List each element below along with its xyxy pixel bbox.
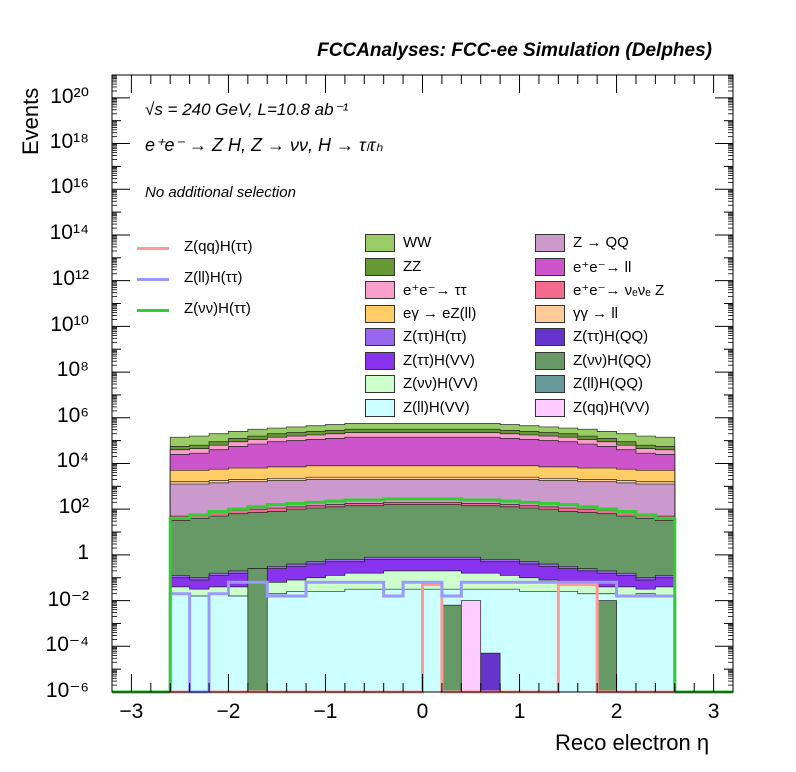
legend-label: Z(νν)H(ττ): [184, 300, 251, 317]
legend-label: Z(ll)H(VV): [403, 398, 470, 416]
chart-header: FCCAnalyses: FCC-ee Simulation (Delphes): [317, 40, 712, 61]
line-z-ll-h: [168, 580, 677, 694]
legend-fill-swatch: [535, 351, 565, 370]
x-tick-label: 3: [707, 700, 720, 723]
process-label: e⁺e⁻ → Z H, Z → νν, H → τₗτₕ: [145, 135, 383, 155]
x-tick-label: 2: [610, 700, 623, 723]
x-tick-label: 1: [513, 700, 526, 723]
legend-label: WW: [403, 234, 432, 251]
line-z-h: [168, 497, 677, 692]
legend-fill-swatch: [365, 234, 395, 252]
legend-fill-swatch: [365, 328, 395, 346]
legend-fill-swatch: [365, 257, 395, 276]
legend-label: Z(qq)H(ττ): [184, 238, 253, 255]
spike-z-h-qq: [480, 652, 501, 693]
y-tick-label: 10¹⁶: [50, 175, 89, 199]
legend-line-swatch: [137, 278, 169, 281]
y-axis-label: Events: [18, 87, 43, 155]
y-tick-label: 10¹⁴: [49, 220, 89, 244]
legend-fill-swatch: [365, 281, 395, 299]
legend-fill-swatch: [535, 375, 565, 393]
legend-fill-swatch: [365, 351, 395, 370]
y-tick-label: 10⁸: [56, 358, 89, 382]
legend-label: Z(qq)H(VV): [573, 398, 650, 416]
y-tick-label: 10¹⁰: [50, 313, 89, 337]
legend-label: Z(νν)H(VV): [403, 375, 478, 392]
y-tick-label: 1: [77, 540, 89, 564]
spike-z-h-qq: [247, 568, 268, 693]
x-tick-label: −1: [313, 700, 338, 723]
legend-label: Z(νν)H(QQ): [573, 351, 652, 369]
spike-z-h-qq: [596, 600, 617, 693]
legend-label: ZZ: [403, 257, 422, 275]
legend-label: Z(ττ)H(QQ): [573, 328, 649, 345]
legend-fill-swatch: [535, 281, 565, 299]
y-tick-label: 10⁻²: [47, 587, 89, 611]
legend-label: e⁺e⁻→ ττ: [403, 282, 467, 299]
legend-line-swatch: [137, 309, 169, 312]
x-tick-label: −2: [216, 700, 241, 723]
legend-fill-swatch: [535, 304, 565, 323]
selection-label: No additional selection: [145, 184, 296, 201]
y-tick-label: 10⁻⁴: [45, 633, 89, 657]
x-tick-label: −3: [119, 700, 144, 723]
y-tick-label: 10¹⁸: [49, 129, 89, 153]
legend-label: Z(ll)H(ττ): [184, 269, 243, 286]
y-tick-label: 10²: [58, 495, 89, 519]
x-tick-label: 0: [416, 700, 429, 723]
legend-line-swatch: [137, 247, 169, 250]
y-tick-label: 10⁻⁶: [45, 679, 89, 702]
y-tick-label: 10⁴: [56, 449, 89, 473]
legend-fill-swatch: [535, 257, 565, 276]
legend-fill-swatch: [535, 234, 565, 252]
legend-label: eγ → eZ(ll): [403, 304, 477, 322]
y-tick-label: 10⁶: [56, 403, 89, 427]
legend-label: γγ → ll: [573, 304, 618, 322]
legend-fill-swatch: [365, 398, 395, 417]
legend-fill-swatch: [535, 398, 565, 417]
legend-label: Z → QQ: [573, 234, 629, 251]
legend-label: Z(ττ)H(ττ): [403, 328, 467, 345]
legend-fill-swatch: [535, 328, 565, 346]
y-tick-label: 10¹²: [51, 266, 89, 290]
legend-label: e⁺e⁻→ νₑνₑ Z: [573, 282, 665, 299]
x-axis-label: Reco electron η: [555, 730, 710, 755]
legend-fill-swatch: [365, 304, 395, 323]
spike-z-h-qq: [441, 604, 462, 693]
legend-label: Z(ll)H(QQ): [573, 375, 643, 392]
y-tick-label: 10²⁰: [50, 84, 89, 108]
legend-label: Z(ττ)H(VV): [403, 351, 475, 369]
legend-label: e⁺e⁻→ ll: [573, 258, 632, 276]
legend-fill-swatch: [365, 375, 395, 393]
energy-luminosity-label: √s = 240 GeV, L=10.8 ab⁻¹: [145, 100, 349, 119]
spike-z-qq-h-vv: [460, 600, 482, 693]
